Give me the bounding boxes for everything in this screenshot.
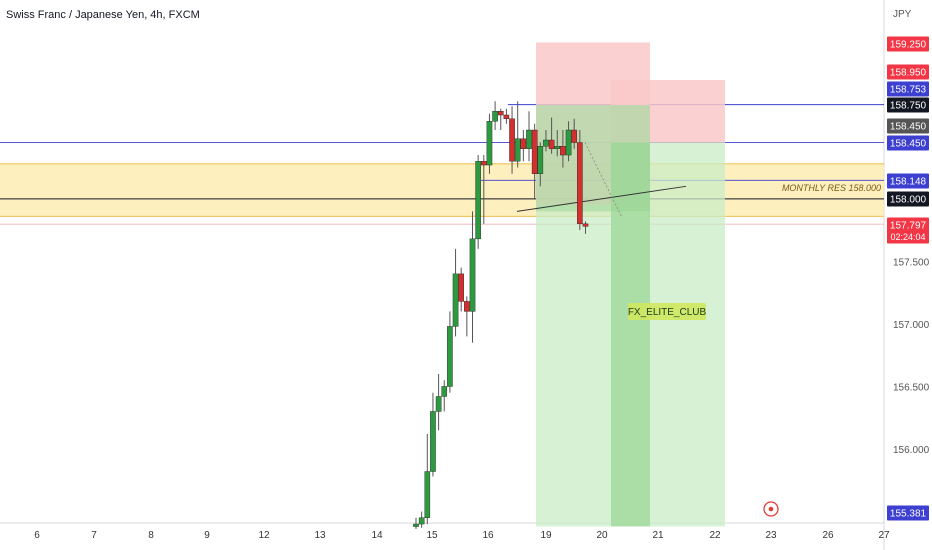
candle-body[interactable] [520,138,527,149]
y-tick-label: 157.500 [893,257,930,268]
candle-body[interactable] [458,273,465,302]
candle-body[interactable] [413,523,419,527]
price-tag-bg [887,505,929,521]
candle-body[interactable] [526,129,532,149]
currency-label: JPY [893,9,912,20]
candle-body[interactable] [424,471,431,518]
price-tag-label: 158.450 [890,122,927,133]
price-tag-bg [887,118,929,134]
candle-body[interactable] [441,386,448,397]
price-tag-countdown: 02:24:04 [890,232,925,242]
candle-body[interactable] [435,396,442,412]
x-tick-label: 15 [426,530,438,541]
x-tick-label: 27 [878,530,890,541]
candle-body[interactable] [418,517,425,525]
box-label-bg [628,303,706,320]
price-tag-label: 158.148 [890,177,927,188]
price-tag-label: 158.000 [890,195,927,206]
x-tick-label: 19 [540,530,552,541]
price-tag-bg [887,135,929,151]
price-tag-bg [887,173,929,189]
candle-body[interactable] [497,111,504,116]
candle-body[interactable] [509,118,515,162]
y-tick-label: 156.000 [893,445,930,456]
x-tick-label: 8 [148,530,154,541]
candle-body[interactable] [492,111,498,122]
candle-body[interactable] [475,161,481,240]
x-tick-label: 12 [258,530,270,541]
candle-body[interactable] [554,146,561,149]
projection-line [584,142,623,218]
candle-body[interactable] [503,114,510,119]
y-tick-label: 157.000 [893,320,930,331]
trend-line[interactable] [516,185,687,212]
x-tick-label: 21 [652,530,664,541]
candle-body[interactable] [486,121,493,166]
price-tag-bg [887,97,929,113]
x-tick-label: 16 [482,530,494,541]
candle-body[interactable] [543,139,549,147]
x-tick-label: 26 [822,530,834,541]
price-tag-bg [887,217,929,244]
price-tag-bg [887,81,929,97]
candle-body[interactable] [571,129,577,143]
x-tick-label: 7 [91,530,97,541]
candle-body[interactable] [537,146,544,174]
price-tag-label: 158.750 [890,101,927,112]
price-tag-bg [887,36,929,52]
price-tag-label: 159.250 [890,40,927,51]
candle-body[interactable] [531,129,538,175]
candle-body[interactable] [548,139,555,149]
x-tick-label: 9 [204,530,210,541]
candle-body[interactable] [447,326,453,387]
resistance-zone[interactable] [0,163,884,217]
candle-body[interactable] [577,142,583,225]
zone-label: MONTHLY RES 158.000 [782,183,881,193]
price-tag-bg [887,191,929,207]
candle-body[interactable] [565,129,572,156]
x-tick-label: 13 [314,530,326,541]
x-tick-label: 23 [765,530,777,541]
price-tag-label: 158.450 [890,139,927,150]
x-tick-label: 20 [596,530,608,541]
event-marker-dot [768,506,774,512]
x-tick-label: 22 [709,530,721,541]
price-tag-label: 157.797 [890,221,927,232]
y-tick-label: 156.500 [893,382,930,393]
candle-body[interactable] [560,146,566,156]
candle-body[interactable] [514,138,521,162]
candle-body[interactable] [464,301,470,312]
box-label: FX_ELITE_CLUB [628,307,707,318]
price-tag-label: 155.381 [890,509,927,520]
candle-body[interactable] [430,411,436,472]
price-tag-label: 158.753 [890,85,927,96]
price-tag-bg [887,64,929,80]
title: Swiss Franc / Japanese Yen, 4h, FXCM [6,9,200,21]
x-tick-label: 14 [371,530,383,541]
candle-body[interactable] [469,238,476,312]
overlap-region [611,142,650,527]
candle-body[interactable] [481,161,487,166]
candle-body[interactable] [582,223,589,227]
price-tag-label: 158.950 [890,68,927,79]
candle-body[interactable] [452,273,459,327]
x-tick-label: 6 [34,530,40,541]
